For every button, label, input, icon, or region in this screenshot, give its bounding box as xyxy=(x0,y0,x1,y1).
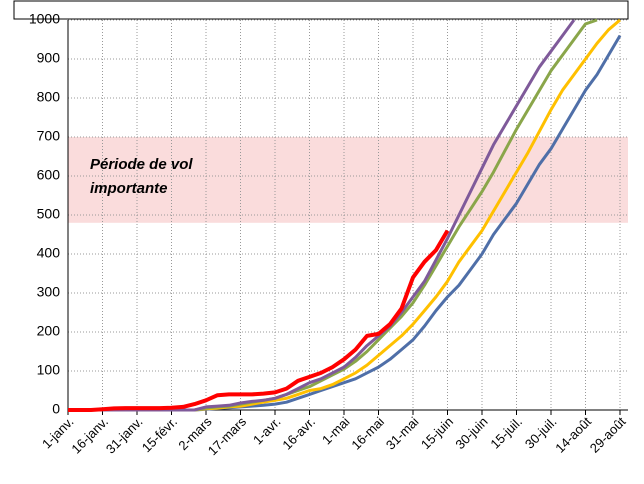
y-tick-label: 300 xyxy=(37,284,61,300)
y-tick-label: 700 xyxy=(37,128,61,144)
legend-box xyxy=(13,0,629,20)
series-line xyxy=(68,229,450,412)
y-tick-label: 500 xyxy=(37,206,61,222)
x-tick-label: 29-août xyxy=(587,414,629,456)
annotation: Période de vol xyxy=(90,156,193,173)
highlight-band xyxy=(68,137,628,223)
y-tick-label: 800 xyxy=(37,89,61,105)
annotation: importante xyxy=(90,180,168,197)
y-tick-label: 200 xyxy=(37,323,61,339)
y-tick-label: 400 xyxy=(37,245,61,261)
x-tick-label: 15-juin xyxy=(418,414,456,452)
x-tick-label: 16-janv. xyxy=(68,414,111,457)
x-tick-label: 30-juin xyxy=(452,414,490,452)
x-tick-label: 17-mars xyxy=(205,414,250,459)
x-tick-label: 16-mai xyxy=(348,414,387,453)
y-tick-label: 600 xyxy=(37,167,61,183)
x-tick-label: 31-janv. xyxy=(103,414,146,457)
y-tick-label: 900 xyxy=(37,50,61,66)
x-tick-label: 15-févr. xyxy=(139,414,180,455)
y-tick-label: 100 xyxy=(37,362,61,378)
y-tick-label: 0 xyxy=(52,401,60,417)
y-tick-label: 1000 xyxy=(29,11,60,27)
x-tick-label: 31-mai xyxy=(383,414,422,453)
x-tick-label: 15-juil. xyxy=(487,414,525,452)
x-tick-label: 14-août xyxy=(552,414,594,456)
x-tick-label: 16-avr. xyxy=(279,414,318,453)
